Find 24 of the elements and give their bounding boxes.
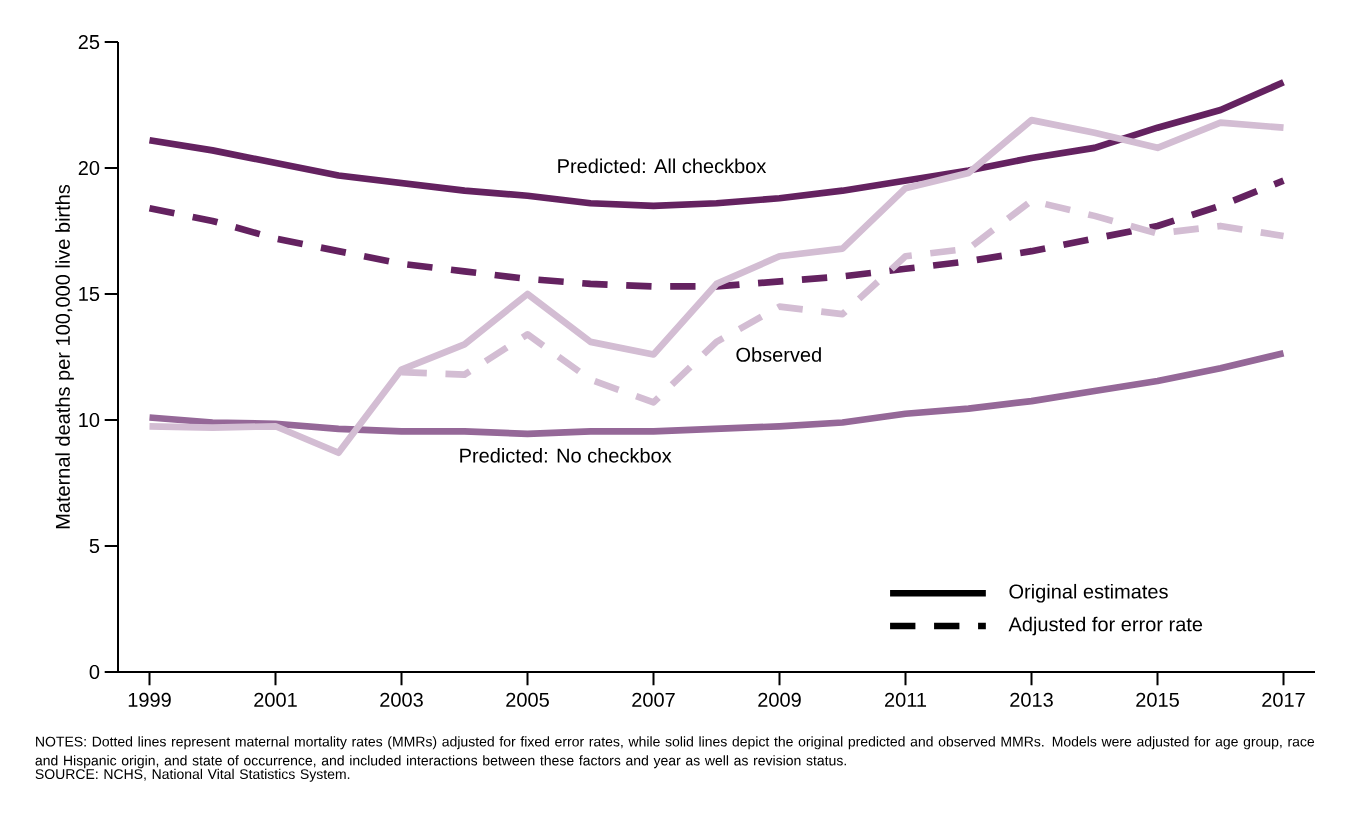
y-tick-label: 20 xyxy=(78,160,100,176)
y-tick-label: 10 xyxy=(79,412,100,428)
x-tick-label: 2009 xyxy=(758,692,801,707)
x-tick-label: 2003 xyxy=(380,692,423,707)
annotation: Original estimates xyxy=(1009,583,1168,603)
x-tick-label: 2005 xyxy=(506,692,549,707)
x-tick-label: 2001 xyxy=(254,692,297,707)
y-tick-label: 15 xyxy=(79,287,100,301)
annotation: Adjusted for error rate xyxy=(1008,616,1203,636)
x-tick-label: 2015 xyxy=(1136,692,1179,707)
y-tick-label: 25 xyxy=(78,34,100,50)
x-tick-label: 2007 xyxy=(632,692,675,707)
series-label: Predicted: No checkbox xyxy=(460,447,672,463)
x-tick-label: 2011 xyxy=(885,692,927,707)
source-note: SOURCE: NCHS, National Vital Statistics System. xyxy=(35,768,350,782)
text: NOTES: Dotted lines represent maternal mortality rates (MMRs) adjusted for fixed error rates, while solid lines depict the original predicted and observed MMRs. Models were adjusted for age group, race and Hispanic origin, and state of occurrence, and included interactions between these factors and year as well as revision status. xyxy=(35,736,1315,769)
x-tick-label: 2017 xyxy=(1262,692,1305,707)
x-tick-label: 2013 xyxy=(1010,692,1053,707)
y-tick-label: 0 xyxy=(89,664,100,680)
series-label: Predicted: All checkbox xyxy=(558,158,767,174)
y-axis-title: Maternal deaths per 100,000 live births xyxy=(55,184,74,529)
y-tick-label: 5 xyxy=(89,539,100,553)
x-tick-label: 1999 xyxy=(128,692,171,707)
text: Observed xyxy=(736,347,821,362)
